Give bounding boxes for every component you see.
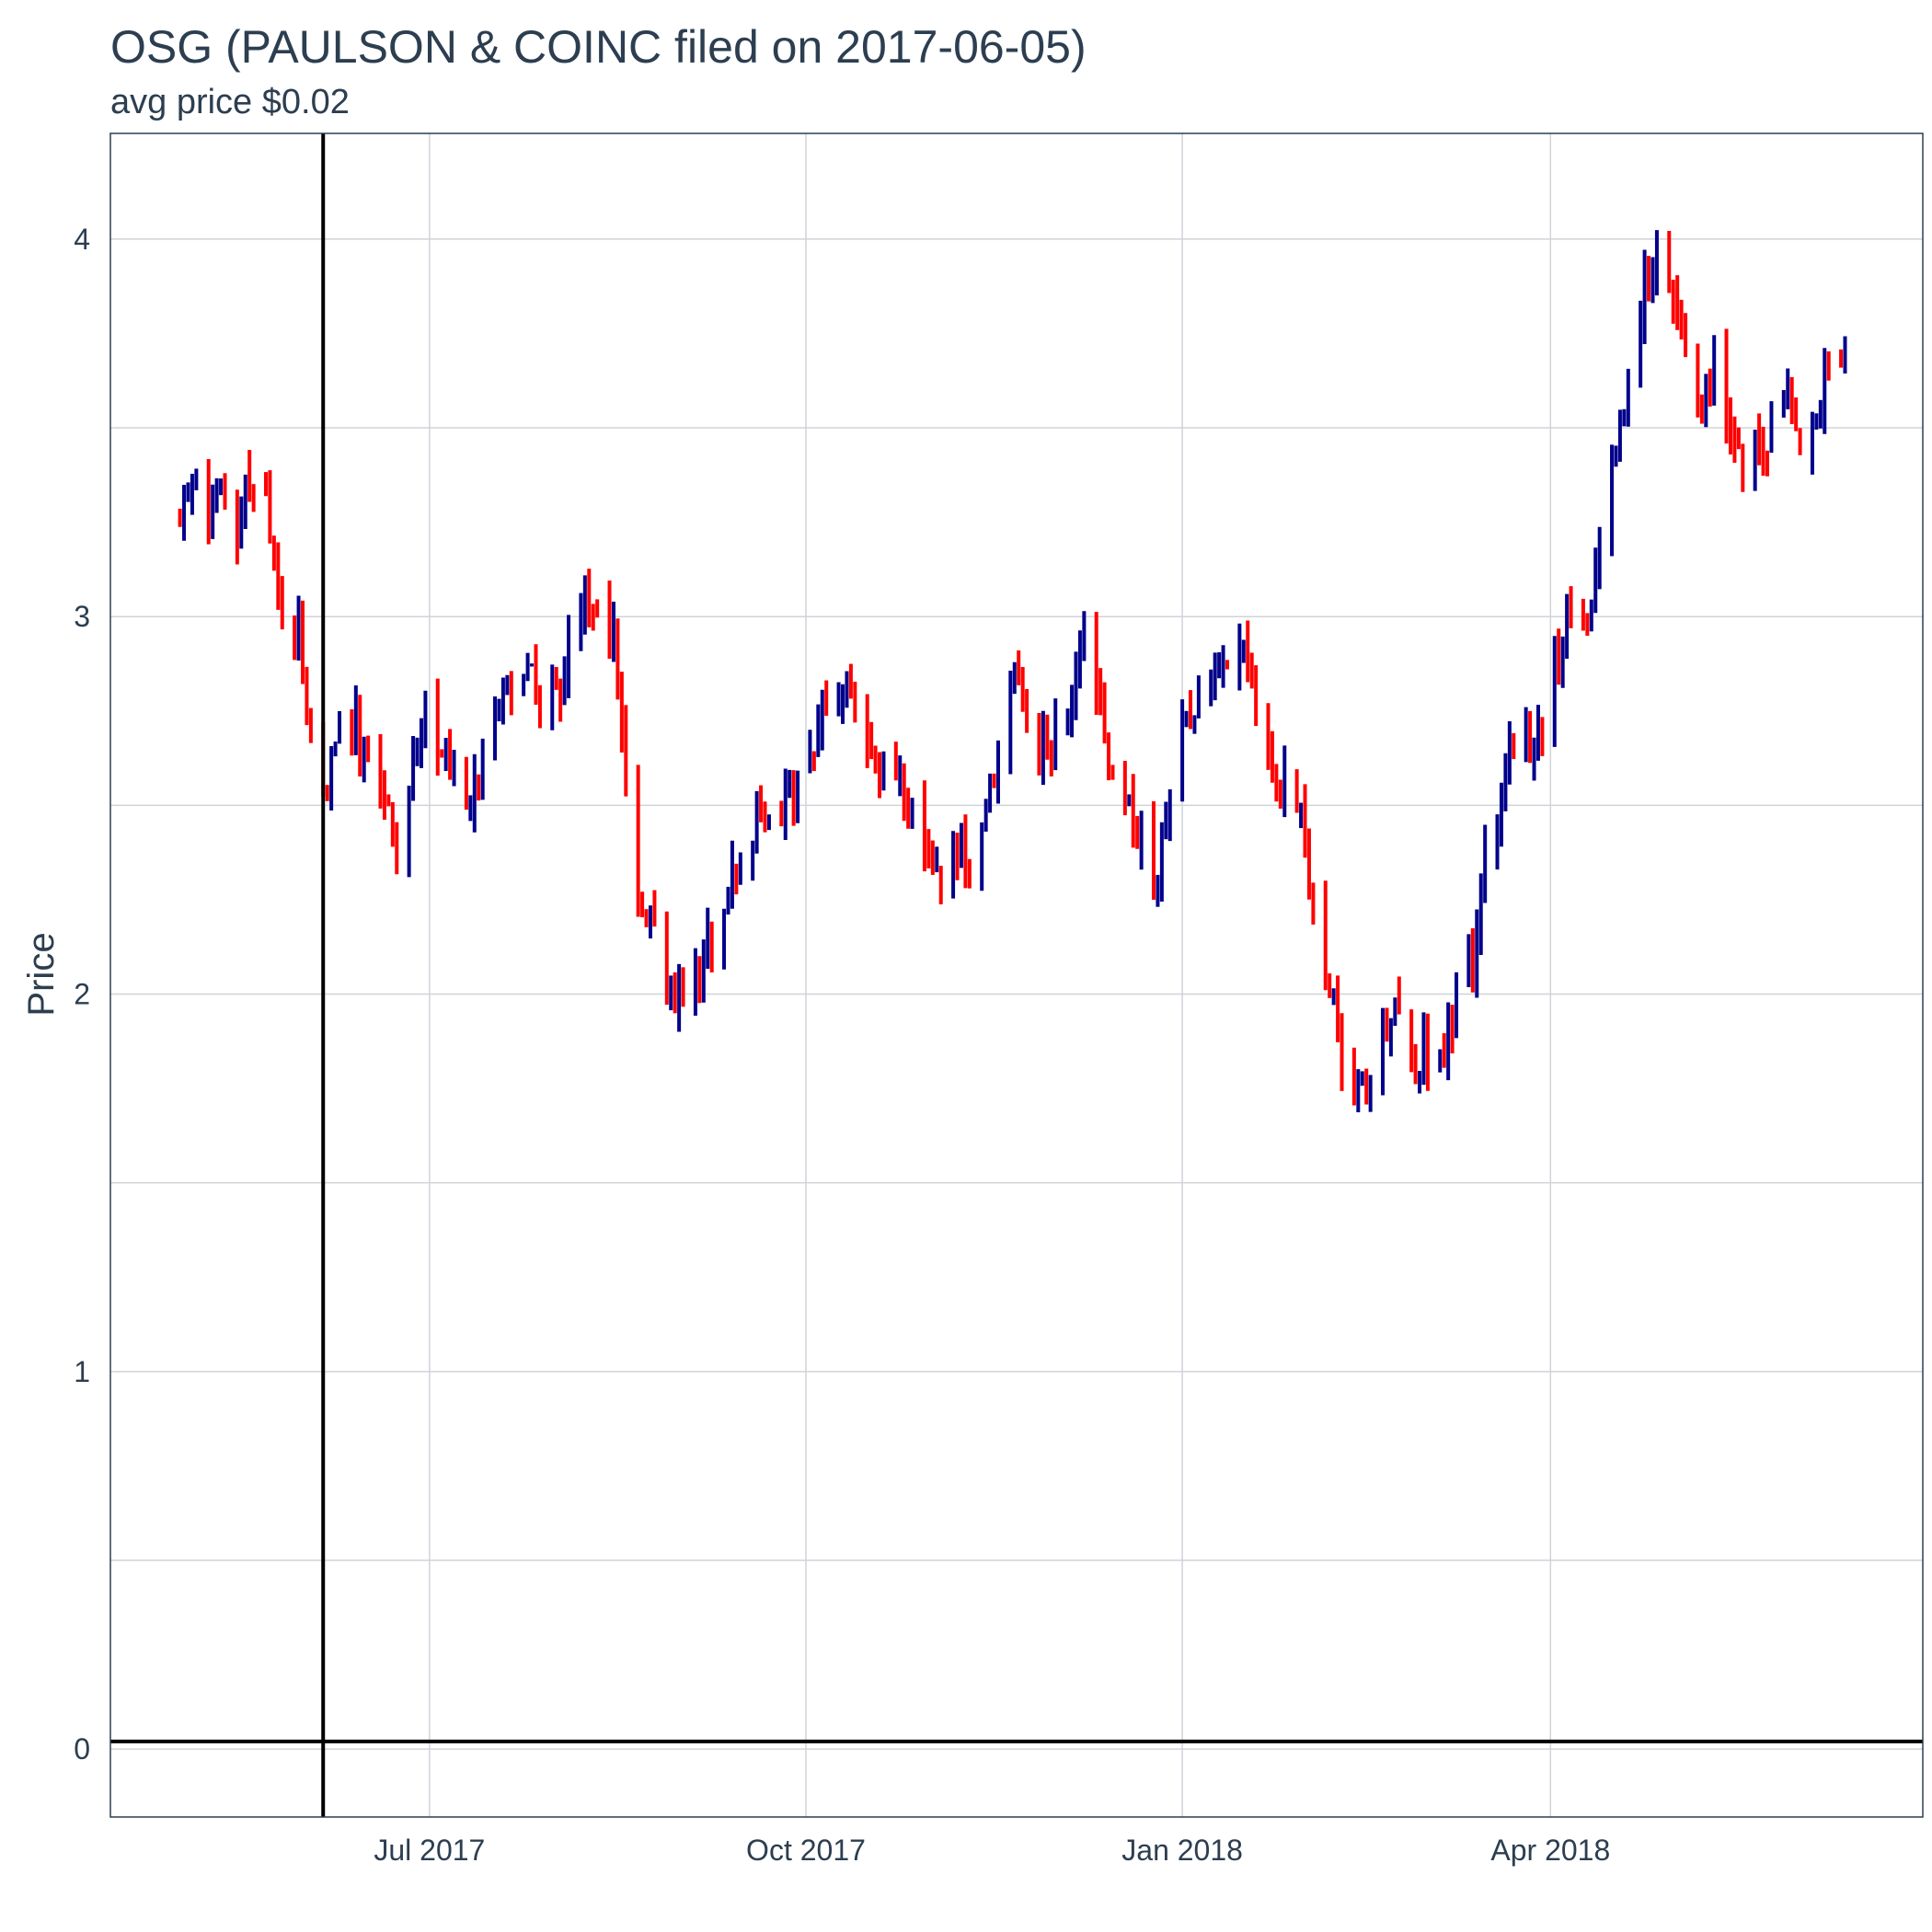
- reference-lines: [110, 133, 1923, 1817]
- y-tick-label: 1: [74, 1355, 90, 1388]
- y-tick-label: 3: [74, 600, 90, 633]
- grid-lines: [110, 133, 1923, 1817]
- ohlc-bars: [178, 230, 1847, 1112]
- y-axis-title: Price: [21, 932, 62, 1016]
- plot-border: [109, 132, 1924, 1818]
- x-tick-label: Jul 2017: [374, 1834, 485, 1867]
- chart-subtitle: avg price $0.02: [110, 83, 350, 121]
- x-tick-label: Oct 2017: [746, 1834, 866, 1867]
- x-axis-ticks: Jul 2017 Oct 2017 Jan 2018 Apr 2018: [374, 1834, 1610, 1867]
- y-tick-label: 2: [74, 978, 90, 1011]
- y-axis-ticks: 0 1 2 3 4: [74, 223, 90, 1765]
- x-tick-label: Apr 2018: [1490, 1834, 1610, 1867]
- y-tick-label: 4: [74, 223, 90, 256]
- chart-title: OSG (PAULSON & COINC filed on 2017-06-05…: [110, 21, 1087, 73]
- x-tick-label: Jan 2018: [1121, 1834, 1243, 1867]
- y-tick-label: 0: [74, 1732, 90, 1765]
